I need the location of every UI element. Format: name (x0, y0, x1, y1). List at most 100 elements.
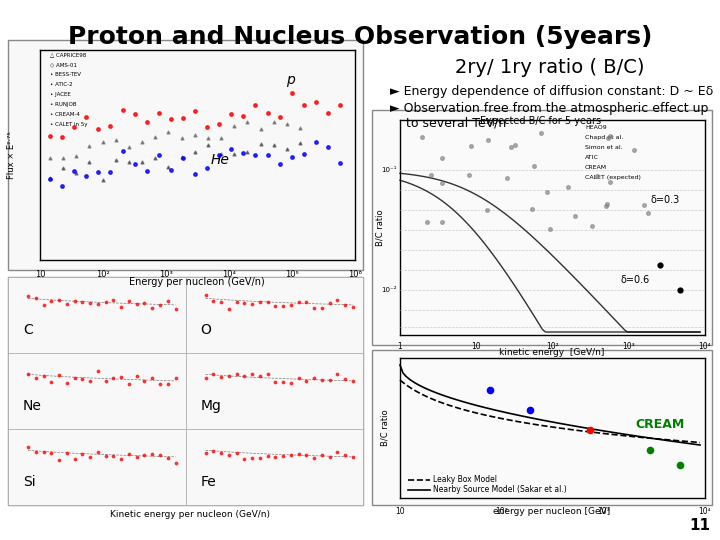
Point (215, 150, 227, 158)
Point (254, 454, 266, 462)
Point (269, 302, 281, 310)
Point (310, 98, 322, 106)
Point (562, 183, 574, 191)
Point (268, 141, 279, 150)
Point (170, 304, 181, 313)
Point (436, 179, 447, 188)
Point (225, 145, 237, 154)
Point (322, 109, 333, 118)
Point (199, 448, 211, 457)
Text: 11: 11 (690, 517, 711, 532)
Point (170, 458, 181, 467)
Point (505, 142, 517, 151)
Point (68, 167, 80, 176)
Point (642, 209, 654, 218)
Text: 2ry/ 1ry ratio ( B/C): 2ry/ 1ry ratio ( B/C) (455, 58, 644, 77)
Point (162, 454, 174, 462)
Point (153, 109, 164, 117)
Point (281, 120, 292, 129)
Point (81, 113, 92, 122)
Point (604, 178, 616, 187)
Text: 1: 1 (397, 342, 402, 351)
Point (225, 110, 237, 118)
FancyBboxPatch shape (8, 429, 186, 505)
FancyBboxPatch shape (186, 353, 363, 429)
Point (644, 446, 656, 454)
Point (262, 109, 274, 118)
Point (154, 450, 166, 459)
Point (136, 158, 148, 166)
Point (541, 188, 553, 197)
Point (463, 171, 474, 179)
Text: ► Energy dependence of diffusion constant: D ~ Eδ: ► Energy dependence of diffusion constan… (390, 85, 714, 98)
Point (250, 150, 261, 159)
Point (177, 153, 189, 162)
Text: Expected B/C for 5 years: Expected B/C for 5 years (480, 116, 602, 126)
Point (146, 373, 158, 382)
Point (189, 131, 200, 139)
Point (92, 366, 104, 375)
Point (591, 172, 603, 180)
Text: Mg: Mg (200, 399, 221, 413)
Text: Nearby Source Model (Sakar et al.): Nearby Source Model (Sakar et al.) (433, 485, 567, 495)
Point (281, 145, 292, 153)
Point (61, 378, 73, 387)
Point (84, 299, 96, 307)
Text: energy per nucleon [GeV]: energy per nucleon [GeV] (493, 507, 611, 516)
Point (107, 451, 119, 460)
Text: Ne: Ne (23, 399, 42, 413)
FancyBboxPatch shape (8, 277, 186, 353)
Point (56, 181, 68, 190)
Point (286, 153, 297, 161)
Point (347, 377, 359, 386)
Point (92, 299, 104, 308)
Point (22, 443, 34, 451)
Point (674, 286, 685, 294)
Point (482, 205, 493, 214)
Point (107, 374, 119, 382)
Point (139, 450, 150, 459)
Point (436, 218, 448, 226)
Text: 10⁴: 10⁴ (698, 342, 711, 351)
Point (485, 386, 496, 394)
Text: 10²: 10² (495, 507, 508, 516)
Point (535, 129, 546, 138)
Point (162, 380, 174, 388)
Point (332, 296, 343, 305)
Text: • CALET in 5y: • CALET in 5y (50, 122, 88, 127)
Point (262, 451, 274, 460)
FancyBboxPatch shape (186, 429, 363, 505)
FancyBboxPatch shape (186, 277, 363, 353)
Point (123, 142, 135, 151)
Point (202, 123, 213, 131)
Point (285, 301, 297, 309)
Text: δ=0.3: δ=0.3 (651, 195, 680, 205)
Point (176, 152, 187, 161)
Point (117, 147, 128, 156)
Text: 10²: 10² (96, 270, 110, 279)
Point (324, 298, 336, 307)
Text: 10: 10 (472, 342, 481, 351)
Text: CALET (expected): CALET (expected) (585, 175, 641, 180)
Text: • RUNJOB: • RUNJOB (50, 102, 76, 107)
Point (61, 300, 73, 308)
Point (301, 298, 312, 307)
Point (274, 160, 285, 168)
Point (146, 450, 158, 458)
Point (53, 371, 65, 380)
Text: 10⁴: 10⁴ (698, 507, 711, 516)
Text: Kinetic energy per nucleon (GeV/n): Kinetic energy per nucleon (GeV/n) (110, 510, 270, 519)
Text: Leaky Box Model: Leaky Box Model (433, 476, 497, 484)
Point (285, 450, 297, 459)
FancyBboxPatch shape (8, 277, 363, 505)
Point (207, 297, 219, 306)
Point (199, 374, 211, 382)
Point (45, 297, 57, 306)
Text: Fe: Fe (200, 475, 216, 489)
Point (141, 167, 153, 176)
Point (231, 297, 243, 306)
Point (255, 124, 266, 133)
Point (129, 160, 140, 169)
Point (58, 164, 69, 172)
Point (165, 115, 176, 124)
